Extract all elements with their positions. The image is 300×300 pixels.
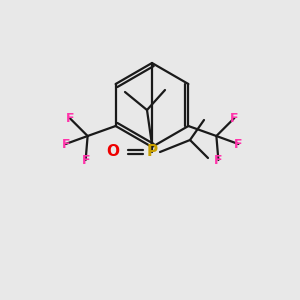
Text: F: F (214, 154, 223, 166)
Text: F: F (230, 112, 238, 124)
Text: O: O (106, 145, 119, 160)
Text: P: P (146, 145, 158, 160)
Text: F: F (234, 137, 243, 151)
Text: F: F (81, 154, 90, 166)
Text: F: F (65, 112, 74, 124)
Text: F: F (61, 137, 70, 151)
